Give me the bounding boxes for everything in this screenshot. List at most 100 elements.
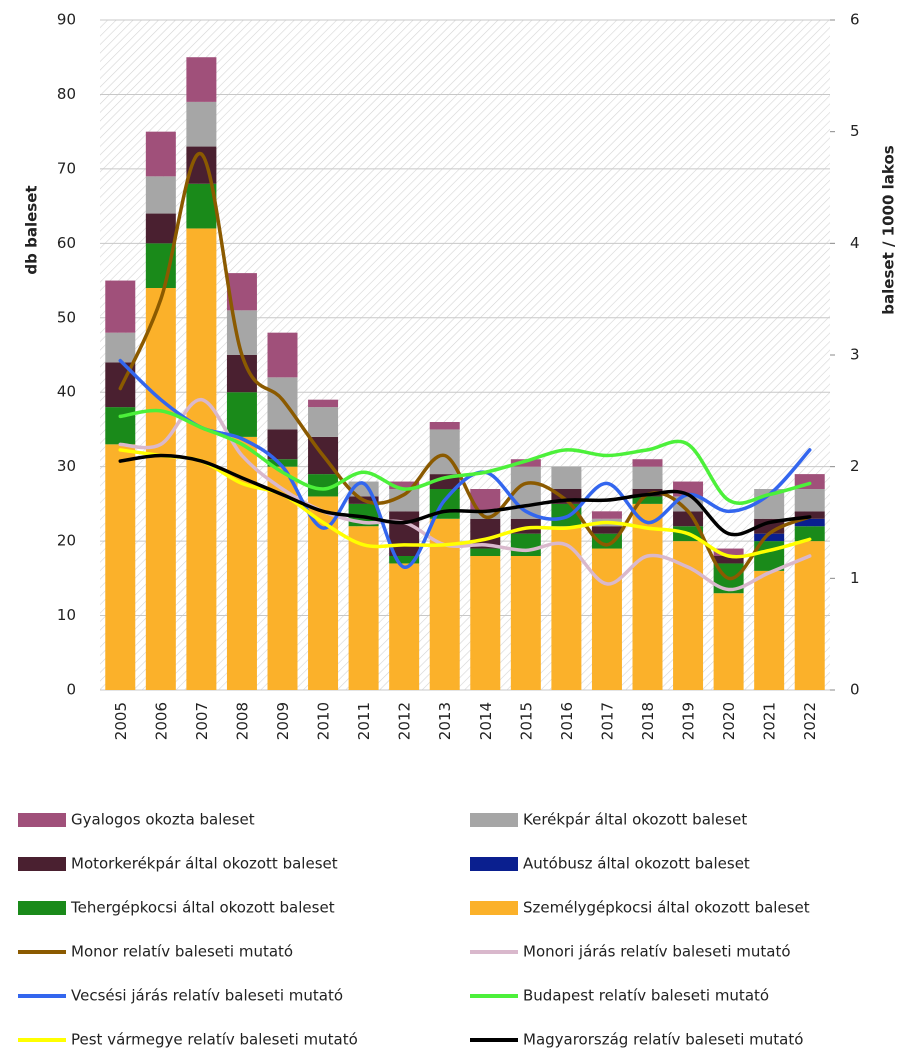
bar-segment — [389, 489, 420, 512]
bar-segment — [470, 548, 501, 556]
bar-segment — [551, 466, 582, 489]
bar-segment — [226, 310, 257, 355]
line-series — [118, 408, 812, 505]
y2-tick-label: 6 — [850, 11, 860, 29]
x-tick-label: 2013 — [436, 702, 454, 740]
bar-segment — [389, 563, 420, 690]
legend-label: Monori járás relatív baleseti mutató — [523, 943, 791, 961]
legend-label: Motorkerékpár által okozott baleset — [71, 855, 338, 873]
x-tick-label: 2018 — [639, 702, 657, 740]
bar-segment — [794, 541, 825, 690]
y-tick-label: 0 — [66, 681, 76, 699]
legend-swatch — [470, 813, 518, 827]
bar-segment — [794, 526, 825, 542]
legend-label: Autóbusz által okozott baleset — [523, 855, 750, 873]
y2-tick-label: 0 — [850, 681, 860, 699]
y2-tick-label: 4 — [850, 234, 860, 252]
legend-label: Budapest relatív baleseti mutató — [523, 987, 769, 1005]
x-tick-label: 2016 — [558, 702, 576, 740]
bar-segment — [510, 556, 541, 690]
x-tick-label: 2022 — [801, 702, 819, 740]
bar-segment — [105, 332, 136, 363]
bar-segment — [267, 377, 298, 430]
bar-segment — [794, 489, 825, 512]
bar-segment — [105, 444, 136, 690]
bar-segment — [754, 533, 785, 542]
y-tick-label: 30 — [57, 457, 76, 475]
x-tick-label: 2007 — [193, 702, 211, 740]
bar-segment — [308, 407, 339, 437]
y2-tick-label: 2 — [850, 457, 860, 475]
x-tick-label: 2014 — [477, 702, 495, 740]
x-tick-label: 2021 — [761, 702, 779, 740]
bar-segment — [713, 556, 744, 564]
bar-segment — [632, 496, 663, 504]
y-axis-title: db baleset — [23, 185, 41, 274]
bar-segment — [186, 57, 217, 102]
legend-label: Monor relatív baleseti mutató — [71, 943, 293, 961]
legend-swatch — [18, 901, 66, 915]
bar-segment — [226, 392, 257, 437]
bar-segment — [591, 533, 622, 549]
bar-segment — [267, 459, 298, 467]
legend-swatch — [18, 857, 66, 871]
legend-swatch — [470, 901, 518, 915]
x-tick-label: 2008 — [233, 702, 251, 740]
bar-segment — [713, 593, 744, 690]
y2-axis-title: baleset / 1000 lakos — [880, 145, 898, 314]
bar-segment — [510, 459, 541, 467]
y-tick-label: 80 — [57, 85, 76, 103]
bar-segment — [145, 131, 176, 177]
legend-label: Tehergépkocsi által okozott baleset — [70, 899, 335, 917]
bar-segment — [105, 280, 136, 333]
legend-swatch — [18, 813, 66, 827]
legend-label: Pest vármegye relatív baleseti mutató — [71, 1031, 358, 1049]
bar-segment — [591, 526, 622, 534]
bar-segment — [186, 101, 217, 147]
x-tick-label: 2011 — [355, 702, 373, 740]
legend-label: Gyalogos okozta baleset — [71, 811, 255, 829]
bar-segment — [145, 288, 176, 690]
y-tick-label: 50 — [57, 308, 76, 326]
y-tick-label: 40 — [57, 383, 76, 401]
x-tick-label: 2006 — [152, 702, 170, 740]
x-tick-label: 2009 — [274, 702, 292, 740]
bar-segment — [389, 556, 420, 564]
bar-segment — [632, 466, 663, 489]
y2-tick-label: 5 — [850, 122, 860, 140]
bar-segment — [308, 474, 339, 497]
bar-segment — [794, 518, 825, 527]
bar-segment — [267, 466, 298, 690]
legend-swatch — [470, 857, 518, 871]
bar-segment — [389, 481, 420, 489]
bar-segment — [267, 332, 298, 378]
x-tick-label: 2010 — [315, 702, 333, 740]
x-tick-label: 2017 — [598, 702, 616, 740]
bar-segment — [145, 176, 176, 214]
bar-segment — [226, 355, 257, 393]
bar-segment — [591, 511, 622, 519]
bar-segment — [308, 399, 339, 408]
line-series — [118, 448, 812, 559]
y-tick-label: 70 — [57, 159, 76, 177]
bar-segment — [267, 429, 298, 460]
legend-label: Személygépkocsi által okozott baleset — [523, 899, 810, 917]
x-tick-label: 2012 — [396, 702, 414, 740]
bar-segment — [551, 526, 582, 690]
bar-segment — [470, 556, 501, 690]
bar-segment — [632, 503, 663, 690]
y2-tick-label: 1 — [850, 569, 860, 587]
x-tick-label: 2005 — [112, 702, 130, 740]
y-tick-label: 20 — [57, 532, 76, 550]
bar-segment — [632, 459, 663, 467]
x-tick-label: 2015 — [517, 702, 535, 740]
bar-segment — [510, 533, 541, 556]
bar-segment — [348, 526, 379, 690]
x-tick-label: 2019 — [680, 702, 698, 740]
bar-segment — [145, 213, 176, 244]
legend-label: Magyarország relatív baleseti mutató — [523, 1031, 803, 1049]
bar-segment — [470, 489, 501, 512]
bar-segment — [308, 496, 339, 690]
bar-segment — [591, 548, 622, 690]
